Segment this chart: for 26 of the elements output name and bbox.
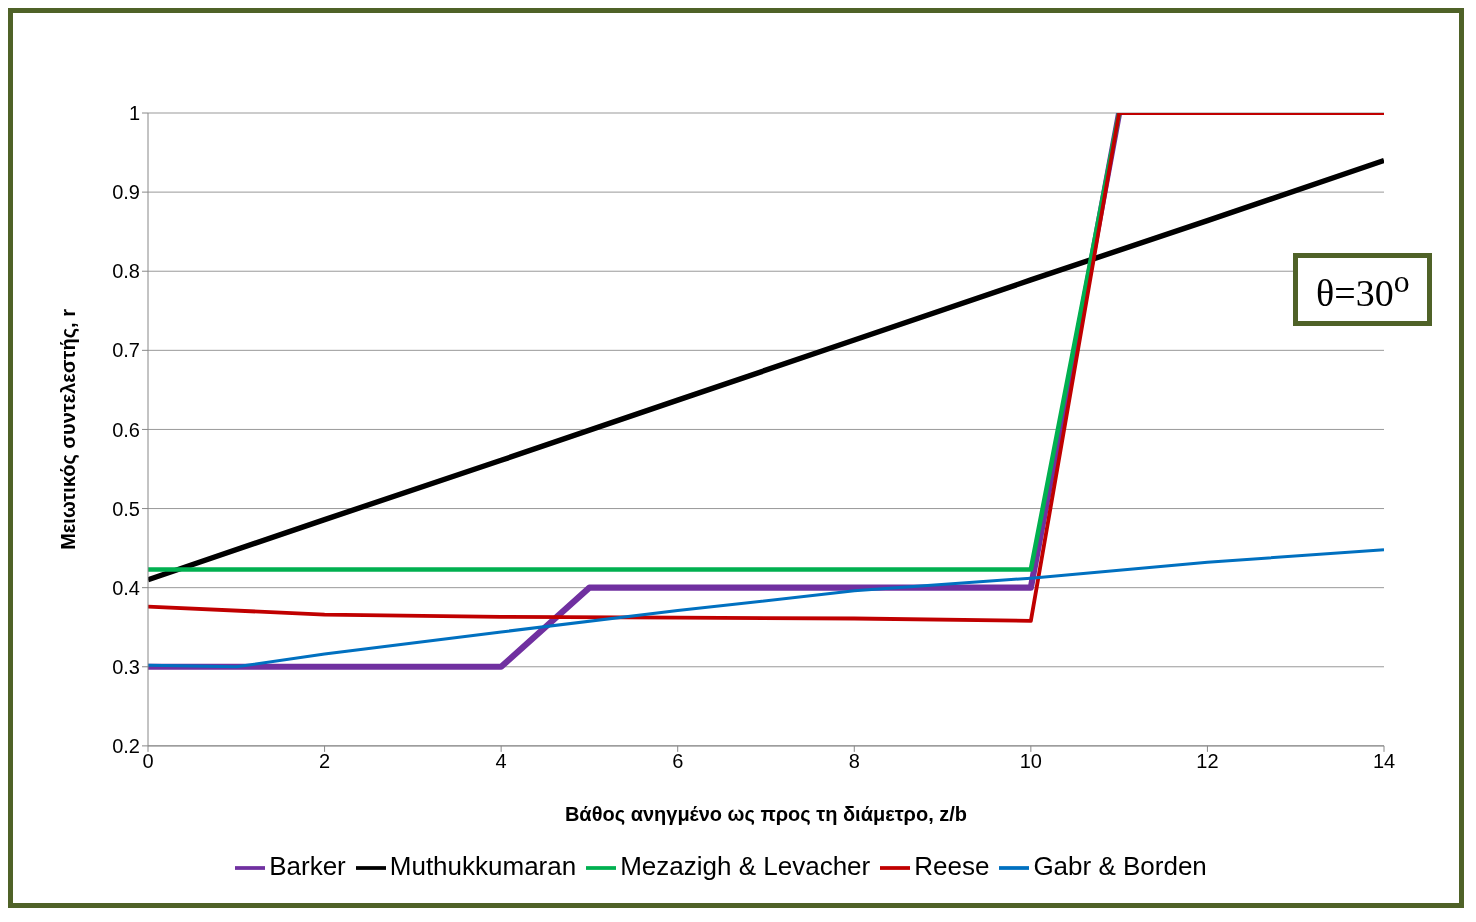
annotation: θ=30$^{o}$ xyxy=(1316,264,1410,314)
x-tick-label: 12 xyxy=(1196,750,1219,773)
legend-label: Muthukkumaran xyxy=(389,850,577,881)
legend-label: Barker xyxy=(269,850,346,881)
x-axis-title: Βάθος ανηγμένο ως προς τη διάμετρο, z/b xyxy=(564,802,968,825)
x-tick-label: 2 xyxy=(319,750,331,773)
x-tick-label: 0 xyxy=(142,750,154,773)
y-tick-label: 0.8 xyxy=(112,260,140,283)
x-tick-label: 8 xyxy=(848,750,860,773)
legend-label: Gabr & Borden xyxy=(1033,850,1207,881)
y-tick-label: 0.3 xyxy=(112,655,140,678)
y-tick-label: 1 xyxy=(128,102,140,125)
x-tick-label: 14 xyxy=(1372,750,1396,773)
legend-label: Reese xyxy=(914,850,990,881)
y-tick-label: 0.2 xyxy=(112,734,140,757)
x-tick-label: 10 xyxy=(1019,750,1042,773)
x-tick-label: 4 xyxy=(495,750,507,773)
y-tick-label: 0.7 xyxy=(112,339,140,362)
y-tick-label: 0.4 xyxy=(112,576,140,599)
legend-label: Mezazigh & Levacher xyxy=(620,850,871,881)
y-axis-title: Μειωτικός συντελεστής, r xyxy=(57,308,80,550)
y-tick-label: 0.9 xyxy=(112,181,140,204)
line-series xyxy=(148,548,1384,669)
y-tick-label: 0.6 xyxy=(112,418,140,441)
x-tick-label: 6 xyxy=(672,750,684,773)
y-tick-label: 0.5 xyxy=(112,497,140,520)
